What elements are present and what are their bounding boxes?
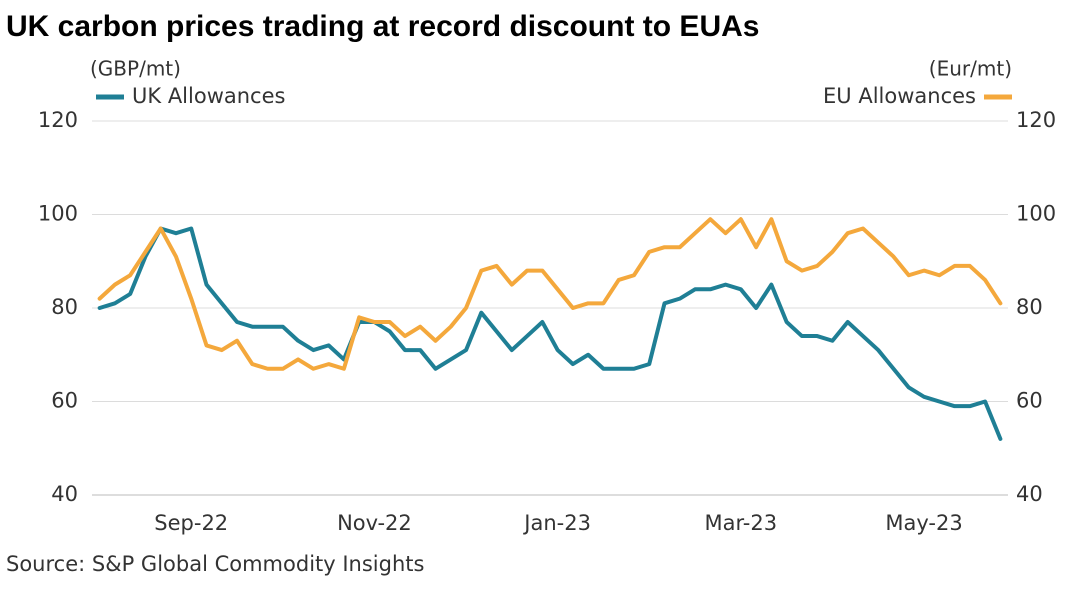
- y-tick-label: 80: [51, 295, 78, 319]
- y2-tick-label: 120: [1016, 108, 1056, 132]
- y2-tick-label: 80: [1016, 295, 1043, 319]
- x-tick-label: Nov-22: [337, 511, 412, 535]
- y-tick-label: 60: [51, 389, 78, 413]
- x-tick-label: May-23: [885, 511, 962, 535]
- legend-label: UK Allowances: [132, 84, 285, 108]
- y2-tick-label: 40: [1016, 482, 1043, 506]
- y-tick-label: 40: [51, 482, 78, 506]
- y2-tick-label: 60: [1016, 389, 1043, 413]
- x-tick-label: Mar-23: [705, 511, 778, 535]
- y2-axis-unit: (Eur/mt): [929, 57, 1012, 81]
- series-line: [97, 226, 1003, 441]
- series-line: [97, 217, 1003, 371]
- x-tick-label: Jan-23: [522, 511, 591, 535]
- y-tick-label: 100: [38, 202, 78, 226]
- x-tick-label: Sep-22: [154, 511, 228, 535]
- y-axis-unit: (GBP/mt): [90, 57, 181, 81]
- legend-label: EU Allowances: [823, 84, 976, 108]
- source: Source: S&P Global Commodity Insights: [6, 552, 424, 576]
- chart-title: UK carbon prices trading at record disco…: [6, 10, 759, 43]
- y-tick-label: 120: [38, 108, 78, 132]
- y2-tick-label: 100: [1016, 202, 1056, 226]
